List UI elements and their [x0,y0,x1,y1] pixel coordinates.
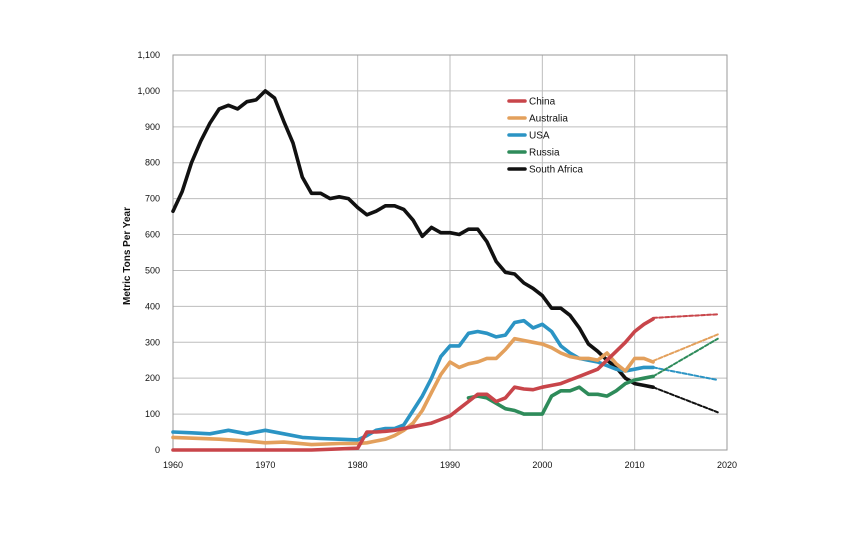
series-lines [171,89,719,452]
series-line-south-africa [171,89,655,390]
y-tick-label: 200 [145,373,160,383]
y-tick-label: 300 [145,337,160,347]
projection-line-china [652,313,719,319]
x-tick-label: 1960 [163,460,183,470]
x-tick-label: 1970 [255,460,275,470]
x-tick-label: 1980 [348,460,368,470]
legend-label-australia: Australia [529,114,568,125]
y-axis-label: Metric Tons Per Year [122,207,133,305]
legend: China Australia USA Russia South Africa [507,97,583,176]
y-tick-label: 1,100 [137,50,160,60]
y-tick-label: 1,000 [137,86,160,96]
plot-border [172,54,728,451]
x-tick-label: 2000 [532,460,552,470]
legend-label-usa: USA [529,131,550,142]
projection-line-australia [652,333,719,362]
y-tick-label: 500 [145,265,160,275]
x-tick-label: 2010 [625,460,645,470]
y-tick-label: 700 [145,194,160,204]
x-tick-label: 1990 [440,460,460,470]
series-line-russia [466,374,655,416]
projection-line-russia [652,337,719,378]
x-tick-label: 2020 [717,460,737,470]
series-line-china [171,317,655,452]
y-tick-label: 400 [145,301,160,311]
legend-label-china: China [529,97,556,108]
y-tick-label: 600 [145,230,160,240]
y-tick-label: 0 [155,445,160,455]
series-line-australia [171,336,655,447]
y-tick-label: 100 [145,409,160,419]
y-axis: 0 100 200 300 400 500 600 700 800 900 1,000 1,100 [137,50,160,455]
legend-label-russia: Russia [529,148,560,159]
y-tick-label: 900 [145,122,160,132]
projection-line-south-africa [652,386,719,414]
x-axis: 1960 1970 1980 1990 2000 2010 2020 [163,460,737,470]
plot-area [172,54,728,451]
legend-label-south-africa: South Africa [529,165,583,176]
grid-lines [172,54,728,451]
y-tick-label: 800 [145,158,160,168]
